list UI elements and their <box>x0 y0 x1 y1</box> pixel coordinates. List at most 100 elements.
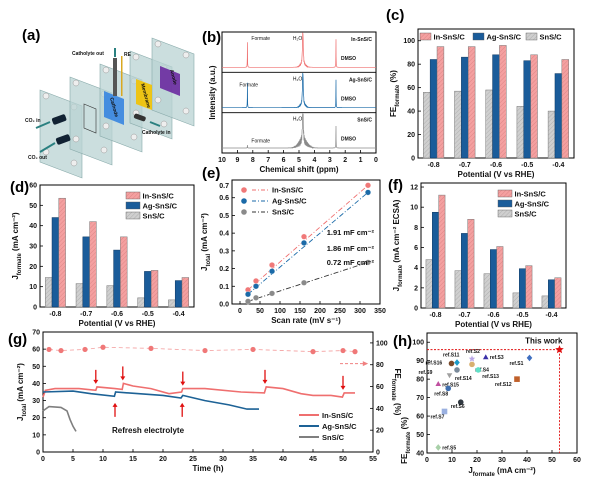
y-tick-label: 0.6 <box>219 195 229 202</box>
x-tick-label: 30 <box>219 456 227 463</box>
x-tick-label: -0.7 <box>80 311 92 318</box>
data-point <box>365 189 371 196</box>
legend-swatch <box>525 32 538 41</box>
y-tick-label: 20 <box>376 428 384 435</box>
fe-point <box>250 346 256 353</box>
x-tick-label: 250 <box>334 308 346 315</box>
ref-point-label: ref.S16 <box>426 360 443 366</box>
ref-point-label: ref.S4 <box>475 367 489 373</box>
ref-point-label: ref.S2 <box>466 349 480 355</box>
spectrum-line <box>222 72 376 109</box>
series-line <box>42 382 355 398</box>
x-axis-label: Potential (V vs RHE) <box>458 170 535 179</box>
spectrum-name: In-SnS/C <box>351 37 372 43</box>
bar-snsc <box>454 90 462 159</box>
data-point <box>253 294 259 301</box>
ref-point-triangle <box>435 380 442 387</box>
ref-point-square <box>441 408 448 415</box>
ref-point-triangle-down <box>446 373 453 379</box>
ref-point-label: ref.S1 <box>510 361 524 367</box>
peak-label-dmso: DMSO <box>341 137 356 143</box>
y-tick-label: 0.7 <box>219 183 229 190</box>
this-work-star-icon <box>555 345 564 354</box>
label-sub: formate <box>406 431 412 454</box>
legend-label: Ag-SnS/C <box>487 33 522 42</box>
y-tick-label: 30 <box>29 244 37 251</box>
legend-label: SnS/C <box>272 208 295 217</box>
ref-point-diamond <box>435 444 442 451</box>
y-tick-label: 80 <box>407 62 415 69</box>
catholyte-in-arrow-icon <box>149 121 161 127</box>
bar-agsnsc <box>174 280 183 308</box>
this-work-guide <box>427 349 560 453</box>
y-tick-label: 80 <box>376 362 384 369</box>
y-tick-label: 40 <box>376 406 384 413</box>
x-tick-label: -0.4 <box>545 312 557 319</box>
bar-agsnsc <box>461 56 469 159</box>
x-tick-label: -0.5 <box>521 162 533 169</box>
label-catholyte_out: Catholyte out <box>72 51 104 57</box>
label-main: FE <box>389 106 398 117</box>
x-axis-label: Chemical shift (ppm) <box>259 165 338 174</box>
x-tick-label: 8 <box>251 157 255 164</box>
peak-label-dmso: DMSO <box>341 96 356 102</box>
y-tick-label: 20 <box>32 415 40 422</box>
bar-insnsc <box>525 265 533 309</box>
up-arrow-icon-head <box>179 402 185 407</box>
ref-point-label: ref.S9 <box>419 370 433 376</box>
panel-label: (d) <box>10 179 29 196</box>
co2-out-arrow-icon <box>39 142 56 153</box>
down-arrow-icon-head <box>340 385 346 390</box>
y-tick-label: 60 <box>32 347 40 354</box>
outlet-tube <box>113 58 117 96</box>
bar-snsc <box>106 285 114 308</box>
x-tick-label: -0.7 <box>459 162 471 169</box>
x-tick-label: -0.6 <box>490 162 502 169</box>
y-tick-label: 0.1 <box>219 284 229 291</box>
x-axis-label: Jformate (mA cm⁻²) <box>468 466 536 478</box>
y-tick-label: 20 <box>407 132 415 139</box>
label-main: FE <box>393 369 402 380</box>
label-main: FE <box>400 453 409 464</box>
bar-agsnsc <box>51 217 60 308</box>
label-rest: (mA cm⁻²) <box>11 212 20 253</box>
bar-insnsc <box>181 277 190 308</box>
legend-label: In-SnS/C <box>143 192 175 201</box>
x-tick-label: 200 <box>314 308 326 315</box>
bar-snsc <box>516 106 525 159</box>
down-arrow-icon-head <box>180 381 186 386</box>
x-tick-label: 1 <box>359 157 363 164</box>
y-tick-label: 40 <box>416 451 424 458</box>
fe-point <box>310 349 316 355</box>
x-tick-label: -0.4 <box>173 311 185 318</box>
down-arrow-icon-head <box>120 376 126 381</box>
fe-point <box>100 344 106 350</box>
y2-axis-label: FEformate (%) <box>390 369 402 416</box>
y-tick-label: 50 <box>416 432 424 439</box>
x-tick-label: 0 <box>41 456 45 463</box>
y-tick-label: 6 <box>414 245 418 252</box>
panel-label: (f) <box>388 177 403 194</box>
bar-snsc <box>75 283 84 308</box>
ref-point-diamond <box>526 354 533 362</box>
bar-snsc <box>168 299 176 308</box>
bar-insnsc <box>89 221 97 308</box>
legend-label: Ag-SnS/C <box>515 200 550 209</box>
bolt-icon <box>154 96 162 104</box>
label-rest: (%) <box>389 70 398 85</box>
label-main: J <box>468 466 472 475</box>
y-axis-label: FEformate (%) <box>400 417 412 464</box>
x-tick-label: 300 <box>354 308 366 315</box>
x-tick-label: 6 <box>282 157 286 164</box>
label-rest: (%) <box>393 401 402 416</box>
legend-marker <box>241 198 247 204</box>
y-tick-label: 0 <box>33 305 37 312</box>
y-tick-label: 40 <box>32 381 40 388</box>
data-point <box>301 233 307 240</box>
x-tick-label: 50 <box>548 457 556 464</box>
bolt-icon <box>102 66 110 74</box>
x-tick-label: 50 <box>256 308 264 315</box>
bar-insnsc <box>120 236 128 308</box>
bolt-icon <box>182 51 190 59</box>
